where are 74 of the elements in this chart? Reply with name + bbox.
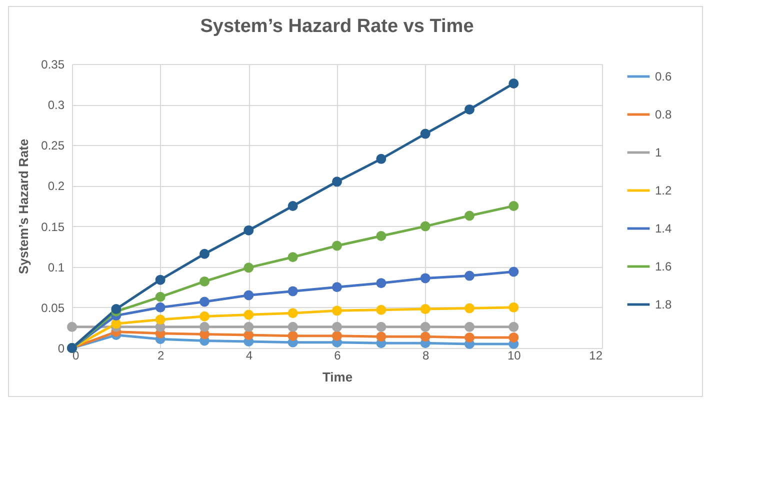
point	[244, 290, 254, 300]
point	[288, 201, 298, 211]
point	[155, 274, 166, 285]
legend-label: 1.2	[655, 184, 672, 198]
y-tick-label: 0.15	[41, 220, 65, 234]
point	[464, 332, 474, 342]
point	[464, 210, 474, 221]
x-tick-label: 12	[589, 348, 603, 362]
point	[155, 314, 166, 325]
point	[332, 322, 342, 332]
x-tick-label: 8	[422, 348, 430, 362]
point	[288, 308, 298, 318]
point	[376, 278, 386, 288]
legend-label: 0.6	[655, 70, 672, 84]
point	[508, 322, 519, 332]
y-tick-label: 0.25	[41, 138, 65, 153]
point	[420, 322, 430, 332]
point	[420, 273, 430, 284]
y-axis-title: System’s Hazard Rate	[16, 138, 32, 274]
x-axis-title: Time	[322, 370, 353, 384]
legend-label: 1.8	[655, 298, 672, 312]
point	[200, 311, 210, 322]
point	[200, 322, 210, 332]
point	[200, 248, 210, 259]
point	[288, 322, 298, 332]
point	[244, 262, 254, 273]
point	[508, 302, 519, 312]
point	[332, 176, 342, 187]
point	[155, 302, 166, 312]
point	[244, 322, 254, 332]
point	[288, 330, 298, 341]
point	[200, 276, 210, 286]
point	[67, 322, 77, 332]
point	[420, 304, 430, 314]
point	[420, 332, 430, 342]
point	[376, 231, 386, 242]
point	[464, 270, 474, 281]
x-tick-label: 6	[334, 348, 342, 362]
point	[508, 78, 519, 88]
y-tick-label: 0.05	[41, 300, 65, 315]
point	[420, 128, 430, 139]
point	[376, 332, 386, 342]
legend-label: 1.6	[655, 260, 672, 274]
point	[376, 154, 386, 164]
point	[376, 322, 386, 332]
point	[332, 330, 342, 341]
legend-label: 0.8	[655, 108, 672, 122]
x-tick-label: 4	[246, 348, 253, 362]
x-tick-label: 10	[507, 348, 522, 362]
chart-title: System’s Hazard Rate vs Time	[200, 16, 474, 37]
legend-label: 1.4	[655, 222, 672, 236]
x-tick-label: 2	[157, 348, 164, 362]
point	[155, 292, 166, 302]
point	[288, 252, 298, 262]
point	[420, 221, 430, 232]
point	[464, 322, 474, 332]
point	[464, 104, 474, 114]
point	[244, 310, 254, 320]
legend-label: 1	[655, 146, 662, 160]
point	[332, 240, 342, 251]
y-tick-label: 0.3	[48, 98, 65, 112]
point	[508, 201, 519, 211]
y-tick-label: 0.2	[48, 179, 65, 194]
point	[464, 303, 474, 314]
point	[508, 266, 519, 277]
point	[200, 296, 210, 307]
point	[508, 332, 519, 342]
point	[332, 282, 342, 292]
point	[288, 286, 298, 296]
point	[376, 304, 386, 315]
point	[244, 225, 254, 236]
point	[332, 306, 342, 316]
y-tick-label: 0.35	[41, 58, 65, 72]
y-tick-label: 0.1	[48, 260, 65, 274]
